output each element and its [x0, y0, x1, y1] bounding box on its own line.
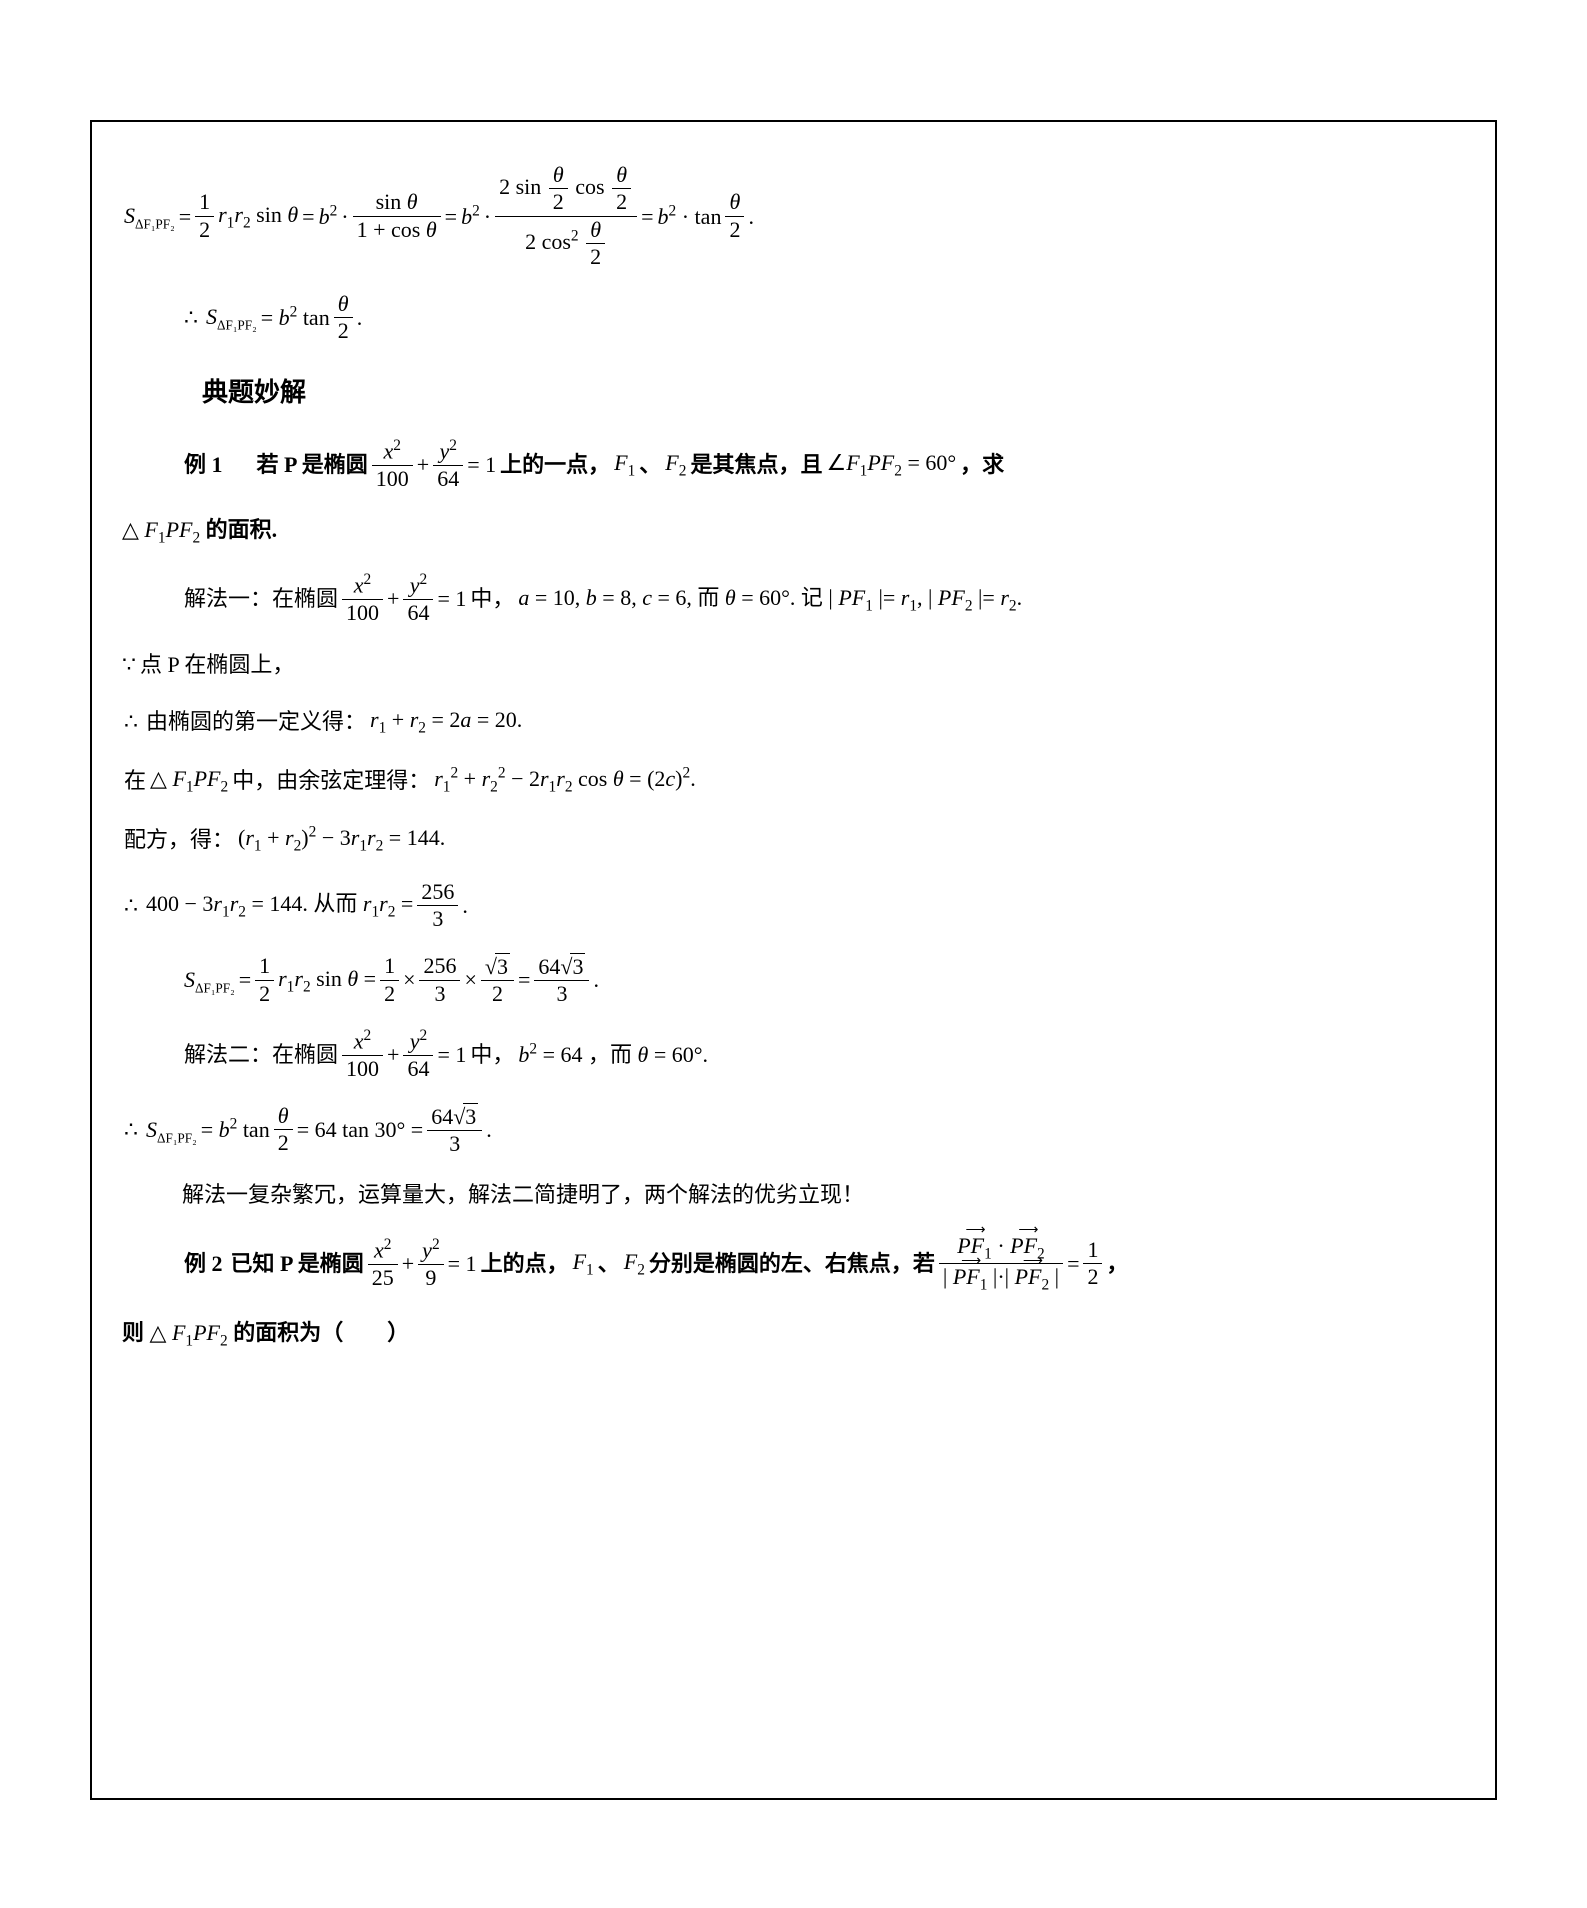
line-point-on-ellipse: 点 P 在椭圆上， [122, 647, 1465, 682]
solution-2-label: 解法二：在椭圆 [184, 1037, 338, 1072]
solution-2: 解法二：在椭圆 x2100 + y264 = 1 中， b2 = 64 ，而 θ… [122, 1027, 1465, 1082]
frac-theta-2: θ2 [725, 189, 744, 243]
example-1-continue: F1PF2 的面积. [122, 512, 1465, 551]
comparison-text: 解法一复杂繁冗，运算量大，解法二简捷明了，两个解法的优劣立现！ [122, 1177, 1465, 1212]
equation-area-derivation: SΔF₁PF₂ = 12 r1r2 sin θ = b2 · sin θ 1 +… [122, 162, 1465, 271]
content-frame: SΔF₁PF₂ = 12 r1r2 sin θ = b2 · sin θ 1 +… [90, 120, 1497, 1800]
example-2: 例 2 已知 P 是椭圆 x225 + y29 = 1 上的点， F1 、 F2… [122, 1233, 1465, 1296]
solution-1-label: 解法一：在椭圆 [184, 581, 338, 616]
solution-1: 解法一：在椭圆 x2100 + y264 = 1 中， a = 10, b = … [122, 571, 1465, 626]
page: SΔF₁PF₂ = 12 r1r2 sin θ = b2 · sin θ 1 +… [0, 0, 1587, 1908]
line-cosine-rule: 在 F1PF2 中，由余弦定理得： r12 + r22 − 2r1r2 cos … [122, 761, 1465, 800]
example-2-continue: 则 F1PF2 的面积为（ ） [122, 1315, 1465, 1354]
line-area-calc: SΔF₁PF₂ = 12 r1r2 sin θ = 12 × 2563 × 32… [122, 953, 1465, 1008]
line-calc-r1r2: 400 − 3r1r2 = 144. 从而 r1r2 = 2563 . [122, 879, 1465, 933]
eq-sign: = [179, 199, 191, 234]
line-complete-square: 配方，得： (r1 + r2)2 − 3r1r2 = 144. [122, 820, 1465, 859]
example-1-label: 例 1 [184, 447, 223, 482]
vector-fraction: ⟶PF1 · ⟶PF2 | ⟶PF1 |·| ⟶PF2 | [939, 1233, 1063, 1296]
frac-double-angle: 2 sin θ2 cos θ2 2 cos2 θ2 [495, 162, 637, 271]
frac-half: 12 [195, 189, 214, 243]
line-first-definition: 由椭圆的第一定义得： r1 + r2 = 2a = 20. [122, 702, 1465, 741]
example-2-label: 例 2 [184, 1246, 223, 1281]
frac-sin-over-1pluscos: sin θ 1 + cos θ [353, 189, 441, 243]
equation-therefore-area: SΔF₁PF₂ = b2 tan θ2 . [122, 291, 1465, 345]
section-title: 典题妙解 [122, 372, 1465, 409]
line-sol2-calc: SΔF₁PF₂ = b2 tan θ2 = 64 tan 30° = 6433 … [122, 1103, 1465, 1158]
sub-f1pf2: ΔF₁PF₂ [135, 216, 175, 231]
example-1: 例 1 若 P 是椭圆 x2100 + y264 = 1 上的一点， F1 、 … [122, 437, 1465, 492]
